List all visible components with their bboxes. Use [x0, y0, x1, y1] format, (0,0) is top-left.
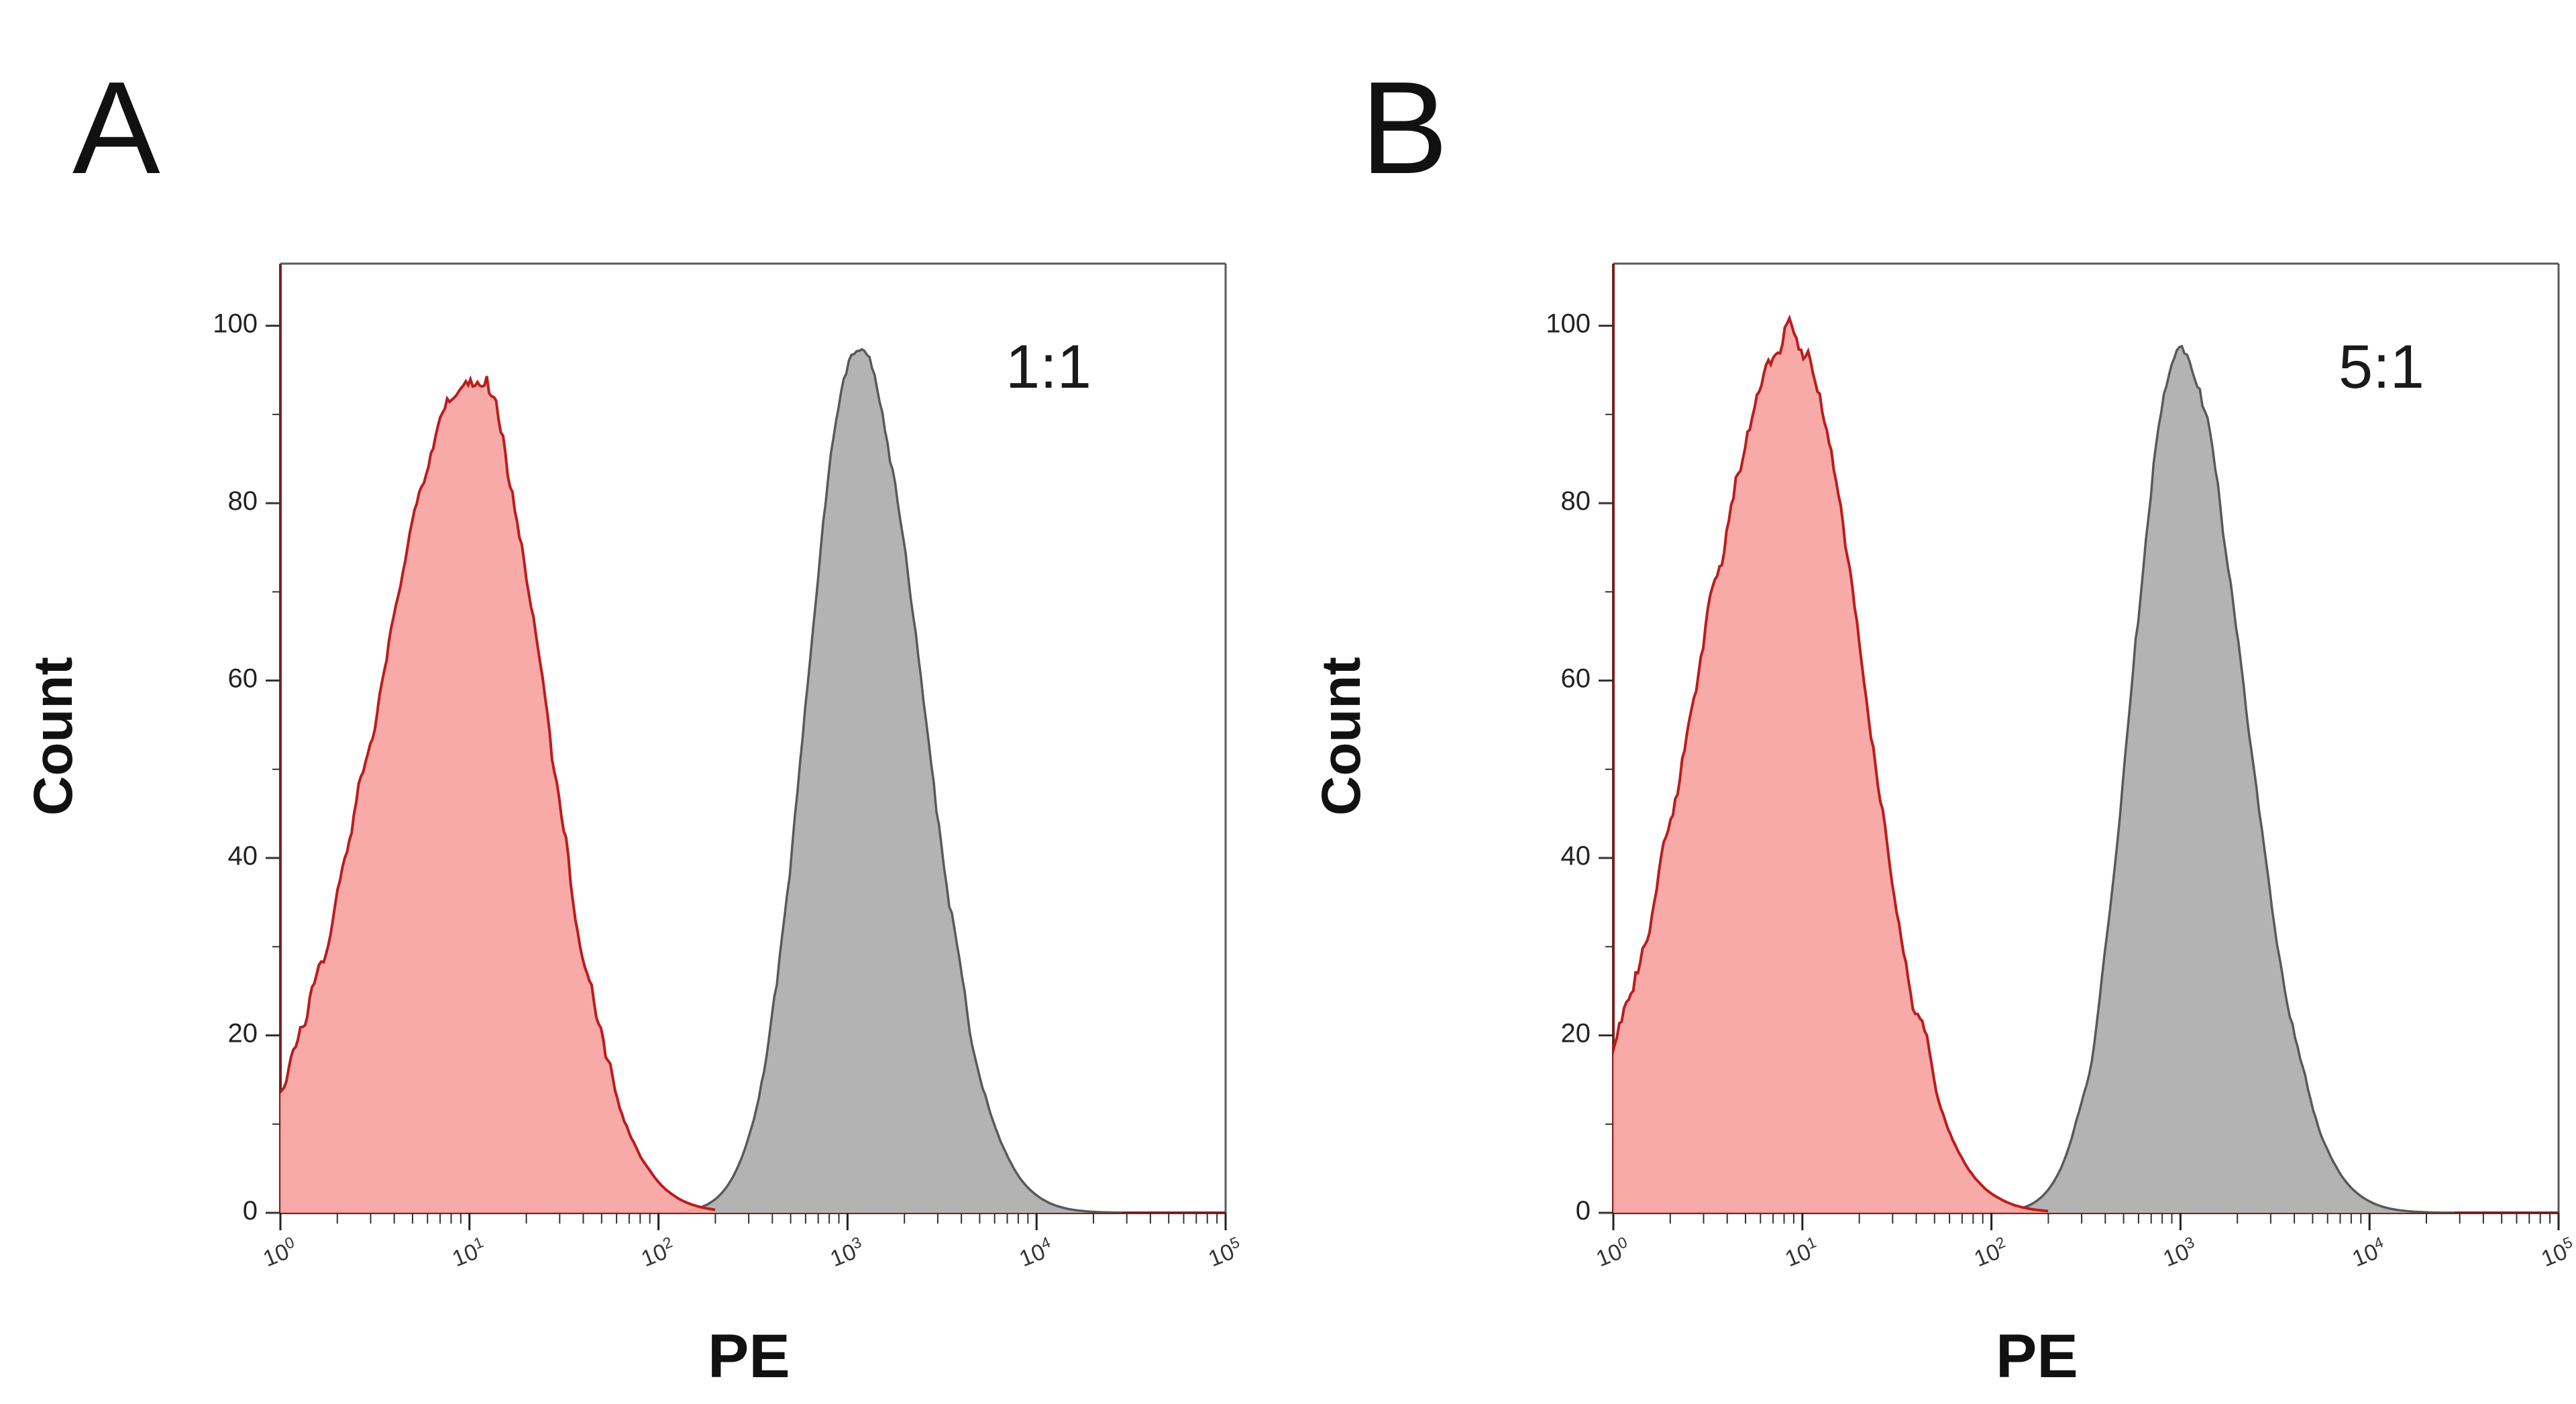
svg-text:60: 60: [1561, 664, 1591, 694]
svg-text:105: 105: [2537, 1233, 2576, 1272]
svg-text:101: 101: [447, 1233, 490, 1272]
svg-text:60: 60: [228, 664, 258, 694]
svg-text:1:1: 1:1: [1006, 333, 1091, 401]
svg-text:101: 101: [1780, 1233, 1823, 1272]
svg-text:100: 100: [1546, 309, 1591, 339]
svg-text:80: 80: [1561, 486, 1591, 516]
svg-text:105: 105: [1204, 1233, 1246, 1272]
svg-text:103: 103: [2159, 1233, 2201, 1272]
svg-text:0: 0: [243, 1196, 258, 1226]
svg-text:102: 102: [637, 1233, 679, 1272]
svg-text:104: 104: [2348, 1233, 2390, 1272]
svg-text:20: 20: [228, 1019, 258, 1048]
svg-text:102: 102: [1970, 1233, 2012, 1272]
svg-text:40: 40: [228, 841, 258, 871]
svg-text:0: 0: [1576, 1196, 1591, 1226]
svg-text:104: 104: [1015, 1233, 1057, 1272]
svg-text:100: 100: [1592, 1233, 1634, 1272]
svg-text:100: 100: [259, 1233, 301, 1272]
svg-text:5:1: 5:1: [2339, 333, 2424, 401]
svg-text:20: 20: [1561, 1019, 1591, 1048]
svg-text:100: 100: [213, 309, 258, 339]
svg-text:40: 40: [1561, 841, 1591, 871]
svg-text:103: 103: [826, 1233, 868, 1272]
svg-text:80: 80: [228, 486, 258, 516]
